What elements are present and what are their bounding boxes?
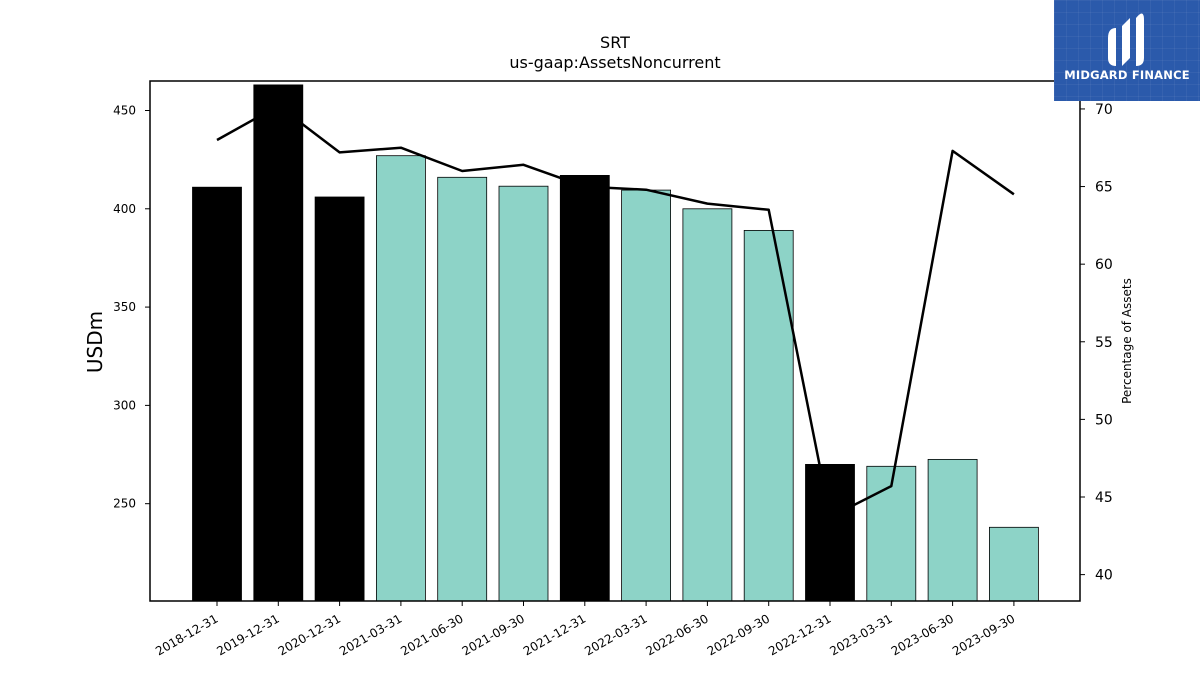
- bar-2019-12-31: [253, 84, 304, 602]
- x-tick-label: 2019-12-31: [214, 611, 281, 658]
- bar-2021-12-31: [559, 174, 610, 602]
- bar-2023-03-31: [866, 465, 917, 602]
- y2-tick-label: 65: [1095, 180, 1113, 196]
- x-tick-label: 2023-09-30: [950, 611, 1017, 658]
- bar-2023-09-30: [989, 526, 1039, 602]
- y2-tick-label: 40: [1095, 568, 1113, 584]
- logo-text: MIDGARD FINANCE: [1064, 68, 1190, 82]
- y2-tick-label: 45: [1095, 490, 1113, 506]
- x-tick-label: 2020-12-31: [276, 611, 343, 658]
- y2-tick-label: 50: [1095, 412, 1113, 428]
- x-tick-label: 2022-06-30: [643, 611, 710, 658]
- bar-2020-12-31: [314, 196, 365, 602]
- y2-tick-label: 55: [1095, 335, 1113, 351]
- y-tick-label: 300: [113, 398, 136, 412]
- bar-2022-03-31: [621, 189, 671, 602]
- x-tick-label: 2022-12-31: [766, 611, 833, 658]
- logo-mark-icon: [1108, 13, 1144, 67]
- y2-tick-label: 70: [1095, 102, 1113, 118]
- y2-axis-label: Percentage of Assets: [1120, 278, 1134, 404]
- x-tick-label: 2022-03-31: [582, 611, 649, 658]
- y-tick-label: 250: [113, 497, 136, 511]
- y-tick-label: 400: [113, 202, 136, 216]
- bars-group: [192, 84, 1039, 602]
- bar-2018-12-31: [192, 186, 242, 602]
- line-group: [216, 104, 1015, 519]
- midgard-finance-logo: MIDGARD FINANCE: [1054, 0, 1200, 101]
- chart-title: SRT: [600, 33, 630, 52]
- x-tick-label: 2021-09-30: [460, 611, 527, 658]
- bar-2023-06-30: [927, 458, 978, 602]
- percentage-line: [216, 104, 1015, 519]
- y-axis-label: USDm: [83, 311, 107, 373]
- x-tick-label: 2021-06-30: [398, 611, 465, 658]
- plot-frame: [149, 80, 1081, 602]
- x-tick-label: 2022-09-30: [705, 611, 772, 658]
- bar-2021-09-30: [498, 185, 549, 602]
- y-tick-label: 350: [113, 300, 136, 314]
- x-tick-label: 2021-03-31: [337, 611, 404, 658]
- bar-2022-12-31: [805, 463, 855, 602]
- y-tick-label: 450: [113, 103, 136, 117]
- bar-2021-06-30: [437, 176, 488, 602]
- x-tick-label: 2023-03-31: [827, 611, 894, 658]
- bar-2021-03-31: [375, 155, 426, 602]
- y2-tick-label: 60: [1095, 257, 1113, 273]
- x-tick-label: 2023-06-30: [889, 611, 956, 658]
- x-tick-label: 2021-12-31: [521, 611, 588, 658]
- bar-2022-06-30: [682, 208, 733, 602]
- x-tick-label: 2018-12-31: [153, 611, 220, 658]
- bar-2022-09-30: [743, 229, 794, 602]
- chart-subtitle: us-gaap:AssetsNoncurrent: [509, 53, 720, 72]
